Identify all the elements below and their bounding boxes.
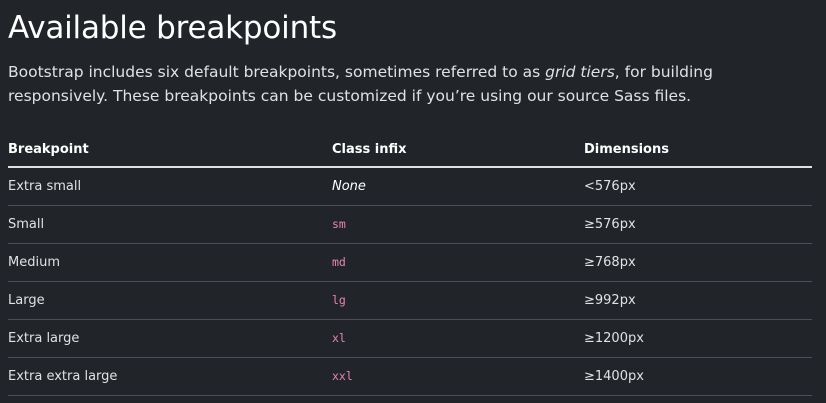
- cell-dimensions: <576px: [584, 167, 812, 206]
- table-row: Extra small None <576px: [8, 167, 812, 206]
- table-row: Extra large xl ≥1200px: [8, 319, 812, 358]
- cell-class-infix: xl: [332, 319, 584, 358]
- intro-text-start: Bootstrap includes six default breakpoin…: [8, 63, 546, 81]
- class-infix-code: xxl: [332, 369, 353, 383]
- cell-class-infix: lg: [332, 281, 584, 320]
- cell-class-infix: sm: [332, 205, 584, 244]
- table-header-row: Breakpoint Class infix Dimensions: [8, 132, 812, 168]
- class-infix-code: xl: [332, 331, 346, 345]
- table-head: Breakpoint Class infix Dimensions: [8, 132, 812, 168]
- cell-breakpoint: Large: [8, 281, 332, 320]
- cell-dimensions: ≥992px: [584, 281, 812, 320]
- cell-class-infix: xxl: [332, 357, 584, 396]
- cell-class-infix: None: [332, 167, 584, 206]
- class-infix-code: md: [332, 255, 346, 269]
- header-breakpoint: Breakpoint: [8, 132, 332, 168]
- cell-breakpoint: Extra large: [8, 319, 332, 358]
- page-title: Available breakpoints: [8, 10, 337, 46]
- cell-class-infix: md: [332, 243, 584, 282]
- cell-breakpoint: Small: [8, 205, 332, 244]
- cell-breakpoint: Medium: [8, 243, 332, 282]
- cell-dimensions: ≥1200px: [584, 319, 812, 358]
- cell-dimensions: ≥1400px: [584, 357, 812, 396]
- intro-paragraph: Bootstrap includes six default breakpoin…: [8, 60, 788, 108]
- cell-breakpoint: Extra small: [8, 167, 332, 206]
- intro-text-end: , for building responsively. These break…: [8, 63, 713, 105]
- header-dimensions: Dimensions: [584, 132, 812, 168]
- table-body: Extra small None <576px Small sm ≥576px …: [8, 167, 812, 396]
- class-infix-code: lg: [332, 293, 346, 307]
- table-row: Medium md ≥768px: [8, 243, 812, 282]
- cell-breakpoint: Extra extra large: [8, 357, 332, 396]
- intro-emphasis: grid tiers: [545, 63, 615, 81]
- class-infix-code: sm: [332, 217, 346, 231]
- breakpoints-table: Breakpoint Class infix Dimensions Extra …: [8, 132, 812, 396]
- table-row: Large lg ≥992px: [8, 281, 812, 320]
- table-row: Extra extra large xxl ≥1400px: [8, 357, 812, 396]
- header-class-infix: Class infix: [332, 132, 584, 168]
- table-row: Small sm ≥576px: [8, 205, 812, 244]
- cell-dimensions: ≥768px: [584, 243, 812, 282]
- cell-dimensions: ≥576px: [584, 205, 812, 244]
